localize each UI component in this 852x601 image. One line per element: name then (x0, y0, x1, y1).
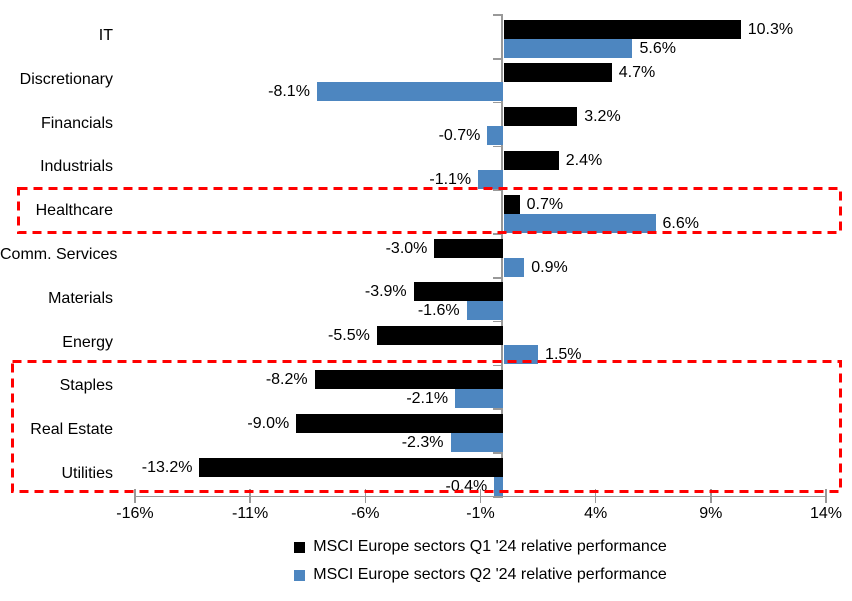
bar-q2-industrials (478, 169, 504, 189)
y-axis-category-tick (493, 452, 503, 454)
data-label-q2-utilities: -0.4% (445, 477, 488, 495)
x-axis-tick (249, 489, 251, 503)
bar-q2-healthcare (503, 213, 656, 233)
x-axis-tick (825, 489, 827, 503)
legend-item-q2: MSCI Europe sectors Q2 '24 relative perf… (294, 561, 667, 589)
category-label-materials: Materials (48, 289, 113, 307)
data-label-q1-materials: -3.9% (364, 283, 407, 301)
data-label-q1-industrials: 2.4% (565, 151, 603, 169)
legend-item-q1: MSCI Europe sectors Q1 '24 relative perf… (294, 533, 667, 561)
category-label-it: IT (98, 27, 113, 44)
bar-q2-it (503, 38, 633, 58)
category-label-energy: Energy (62, 333, 113, 351)
y-axis-category-tick (493, 277, 503, 279)
data-label-q2-financials: -0.7% (438, 127, 481, 145)
bar-q1-staples (314, 369, 504, 389)
legend-swatch-q2-icon (294, 569, 306, 581)
category-label-comm-services: Comm. Services (0, 246, 118, 263)
bar-q2-staples (455, 388, 504, 408)
data-label-q1-it: 10.3% (747, 20, 794, 38)
y-axis-category-tick (493, 408, 503, 410)
x-axis-tick (479, 489, 482, 503)
data-label-q1-energy: -5.5% (328, 327, 370, 345)
bar-q1-utilities (199, 457, 504, 477)
data-label-q1-utilities: -13.2% (141, 458, 193, 476)
data-label-q2-staples: -2.1% (406, 389, 449, 407)
data-label-q2-healthcare: 6.6% (662, 214, 699, 232)
y-axis-category-tick (493, 189, 503, 191)
bar-q2-materials (466, 301, 504, 321)
highlight-box-healthcare (17, 187, 842, 234)
y-axis-category-tick (493, 14, 503, 16)
data-label-q1-real-estate: -9.0% (247, 414, 290, 432)
x-axis-tick-label: 9% (699, 505, 723, 522)
bar-q1-materials (413, 282, 504, 302)
bar-q1-financials (503, 107, 578, 127)
data-label-q1-staples: -8.2% (265, 370, 308, 388)
y-axis-category-tick (493, 101, 503, 104)
bar-q1-healthcare (503, 194, 520, 214)
category-label-utilities: Utilities (61, 465, 113, 482)
category-label-financials: Financials (40, 114, 113, 132)
data-label-q2-industrials: -1.1% (429, 170, 472, 188)
x-axis-tick-label: -11% (232, 505, 269, 522)
legend-label-q1: MSCI Europe sectors Q1 '24 relative perf… (313, 538, 667, 555)
bar-q1-comm-services (434, 238, 504, 258)
data-label-q2-it: 5.6% (639, 39, 676, 57)
legend-label-q2: MSCI Europe sectors Q2 '24 relative perf… (313, 566, 667, 583)
x-axis-tick (364, 489, 367, 503)
data-label-q1-discretionary: 4.7% (618, 64, 656, 82)
legend-swatch-q1-icon (294, 541, 306, 553)
bar-q1-industrials (503, 150, 559, 170)
x-axis-tick-label: -16% (116, 505, 154, 522)
bar-q1-real-estate (296, 413, 504, 433)
x-axis-tick-label: -6% (351, 505, 380, 522)
y-axis-category-tick (493, 320, 503, 323)
bar-q2-comm-services (503, 257, 525, 277)
bar-q2-financials (487, 126, 504, 146)
data-label-q2-real-estate: -2.3% (401, 433, 444, 451)
bar-q1-it (503, 19, 741, 39)
category-label-healthcare: Healthcare (35, 202, 113, 220)
y-axis-category-tick (493, 145, 503, 148)
data-label-q2-materials: -1.6% (417, 302, 460, 320)
data-label-q2-energy: 1.5% (545, 346, 582, 364)
x-axis-tick-label: 14% (809, 505, 842, 522)
data-label-q1-comm-services: -3.0% (385, 239, 428, 257)
bar-q1-discretionary (503, 63, 612, 83)
legend: MSCI Europe sectors Q1 '24 relative perf… (135, 533, 826, 589)
y-axis-category-tick (493, 58, 503, 60)
x-axis-tick-label: 4% (584, 505, 608, 522)
x-axis-tick (594, 489, 597, 503)
category-label-staples: Staples (59, 377, 113, 395)
bar-q2-discretionary (316, 82, 504, 102)
y-axis-category-tick (493, 364, 503, 367)
y-axis-category-tick (493, 496, 503, 498)
x-axis-tick-label: -1% (466, 505, 495, 522)
data-label-q2-comm-services: 0.9% (531, 258, 568, 276)
category-label-discretionary: Discretionary (19, 70, 113, 88)
category-label-real-estate: Real Estate (30, 421, 113, 439)
data-label-q1-financials: 3.2% (584, 108, 621, 126)
bar-q1-energy (376, 326, 504, 346)
x-axis-tick (134, 489, 136, 503)
bar-q2-utilities (494, 476, 504, 496)
data-label-q2-discretionary: -8.1% (268, 83, 310, 101)
data-label-q1-healthcare: 0.7% (526, 195, 564, 213)
bar-q2-energy (503, 345, 539, 365)
category-label-industrials: Industrials (40, 158, 113, 176)
bar-q2-real-estate (450, 432, 504, 452)
x-axis-tick (710, 489, 712, 503)
y-axis-category-tick (493, 233, 503, 235)
